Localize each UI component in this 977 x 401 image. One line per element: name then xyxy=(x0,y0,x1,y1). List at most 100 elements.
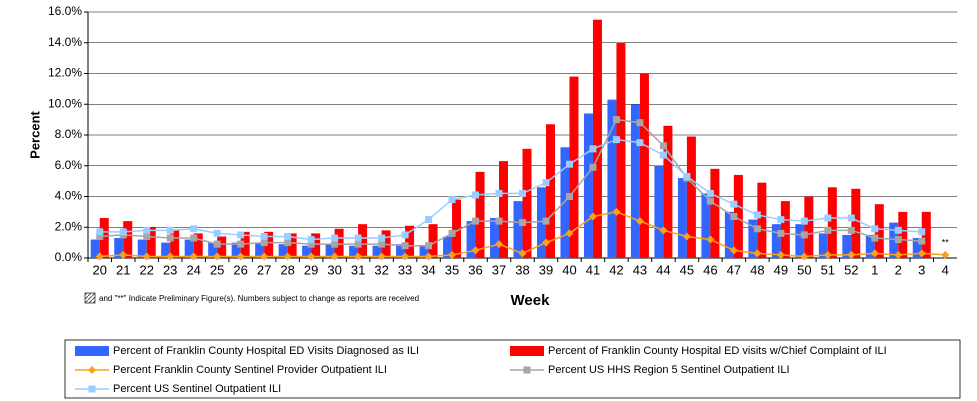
x-tick-label: 43 xyxy=(633,262,647,277)
bar xyxy=(865,234,875,258)
x-tick-label: 22 xyxy=(139,262,153,277)
line-marker xyxy=(565,229,574,238)
line-marker xyxy=(189,252,198,261)
x-tick-label: 40 xyxy=(562,262,576,277)
x-tick-label: 1 xyxy=(871,262,878,277)
x-tick-label: 37 xyxy=(492,262,506,277)
bar xyxy=(499,161,509,258)
line-marker xyxy=(588,212,597,221)
bar xyxy=(302,245,312,258)
line-marker xyxy=(918,228,926,236)
legend-label: Percent Franklin County Sentinel Provide… xyxy=(113,364,387,376)
line-marker xyxy=(307,236,315,244)
line-marker xyxy=(213,252,222,261)
line-marker xyxy=(542,179,550,187)
bar xyxy=(522,148,532,258)
bar xyxy=(287,233,297,258)
x-tick-label: 26 xyxy=(233,262,247,277)
line-marker xyxy=(96,232,104,240)
line-marker xyxy=(448,229,456,237)
line-marker xyxy=(425,242,433,250)
bar xyxy=(592,19,602,258)
bar xyxy=(443,236,453,258)
line-marker xyxy=(166,226,174,234)
x-tick-label: 27 xyxy=(257,262,271,277)
legend-label: Percent US HHS Region 5 Sentinel Outpati… xyxy=(548,364,790,376)
line-marker xyxy=(307,252,316,261)
line xyxy=(99,118,922,247)
bar xyxy=(536,187,546,258)
line-marker xyxy=(871,234,879,242)
line-marker xyxy=(378,240,386,248)
bar xyxy=(184,239,194,258)
line-marker xyxy=(425,216,433,224)
line-marker xyxy=(119,228,127,236)
x-tick-label: 25 xyxy=(210,262,224,277)
x-tick-label: 46 xyxy=(703,262,717,277)
line-marker xyxy=(354,234,362,242)
line-marker xyxy=(190,234,198,242)
bar xyxy=(475,171,485,258)
bar xyxy=(90,239,100,258)
line-marker xyxy=(777,229,785,237)
line-marker xyxy=(448,250,457,259)
line-marker xyxy=(776,250,785,259)
line-marker xyxy=(354,240,362,248)
bar xyxy=(405,225,415,258)
bar xyxy=(123,221,133,258)
y-tick-label: 10.0% xyxy=(48,96,82,110)
legend-swatch xyxy=(75,346,109,356)
line-marker xyxy=(472,191,480,199)
x-axis-label: Week xyxy=(511,292,551,309)
y-tick-label: 16.0% xyxy=(48,4,82,18)
line-marker xyxy=(894,236,902,244)
line-marker xyxy=(495,217,503,225)
bar xyxy=(889,222,899,258)
line-marker xyxy=(729,246,738,255)
line-marker xyxy=(283,252,292,261)
x-tick-label: 50 xyxy=(797,262,811,277)
preliminary-marker: ** xyxy=(942,237,950,247)
legend-label: Percent of Franklin County Hospital ED V… xyxy=(113,345,419,357)
line-marker xyxy=(706,197,714,205)
bar xyxy=(545,124,555,258)
x-tick-label: 30 xyxy=(327,262,341,277)
line-marker xyxy=(96,228,104,236)
x-tick-label: 49 xyxy=(774,262,788,277)
line-marker xyxy=(683,173,691,181)
line-marker xyxy=(824,214,832,222)
bar xyxy=(146,227,156,258)
y-tick-label: 0.0% xyxy=(55,250,83,264)
line-marker xyxy=(612,136,620,144)
bar xyxy=(569,76,579,258)
line-marker xyxy=(518,249,527,258)
line-marker xyxy=(565,160,573,168)
bar xyxy=(757,182,767,258)
line-marker xyxy=(894,250,903,259)
line-marker xyxy=(636,119,644,127)
line-marker xyxy=(213,229,221,237)
line-marker xyxy=(190,225,198,233)
y-tick-label: 8.0% xyxy=(55,127,83,141)
legend-label: Percent US Sentinel Outpatient ILI xyxy=(113,383,281,395)
bar xyxy=(161,242,171,258)
bar xyxy=(780,201,790,258)
line-marker xyxy=(236,252,245,261)
bar xyxy=(217,236,227,258)
line-marker xyxy=(142,252,151,261)
bar xyxy=(490,218,500,258)
x-tick-label: 33 xyxy=(398,262,412,277)
bar xyxy=(560,147,570,258)
x-tick-label: 20 xyxy=(93,262,107,277)
line-marker xyxy=(213,240,221,248)
line-marker xyxy=(682,232,691,241)
bar xyxy=(349,245,359,258)
bar xyxy=(334,228,344,258)
line-marker xyxy=(823,250,832,259)
bar xyxy=(795,224,805,258)
x-tick-label: 36 xyxy=(468,262,482,277)
line-marker xyxy=(143,226,151,234)
line-marker xyxy=(284,239,292,247)
line xyxy=(99,138,922,241)
line-marker xyxy=(166,234,174,242)
